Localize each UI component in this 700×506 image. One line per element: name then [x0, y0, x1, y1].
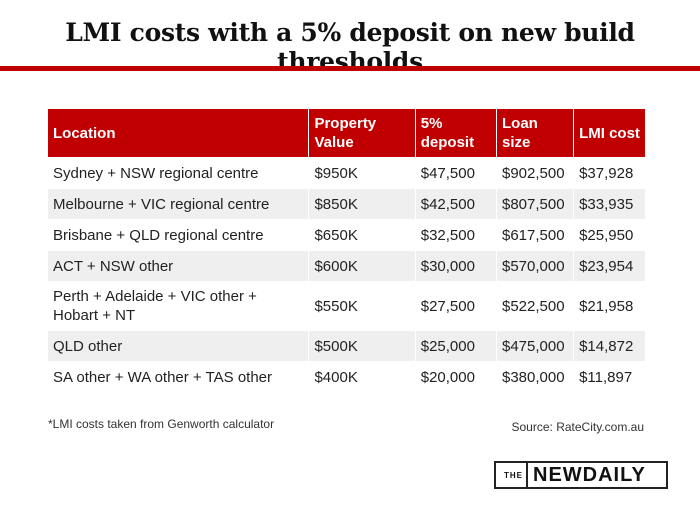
- header-deposit: 5% deposit: [414, 109, 496, 157]
- cell-loan-size: $902,500: [496, 157, 574, 188]
- cell-location: QLD other: [48, 330, 309, 361]
- cell-lmi-cost: $33,935: [573, 188, 645, 219]
- cell-loan-size: $522,500: [496, 281, 574, 330]
- cell-lmi-cost: $25,950: [573, 219, 645, 250]
- cell-property-value: $400K: [308, 361, 415, 392]
- logo-the-text: THE: [504, 470, 523, 480]
- table-row: Melbourne + VIC regional centre $850K $4…: [48, 188, 645, 219]
- logo-divider: [526, 463, 528, 487]
- cell-deposit: $47,500: [414, 157, 496, 188]
- cell-deposit: $30,000: [414, 250, 496, 281]
- cell-loan-size: $475,000: [496, 330, 574, 361]
- cell-loan-size: $807,500: [496, 188, 574, 219]
- cell-property-value: $850K: [308, 188, 415, 219]
- cell-property-value: $550K: [308, 281, 415, 330]
- cell-location: Brisbane + QLD regional centre: [48, 219, 309, 250]
- cell-deposit: $32,500: [414, 219, 496, 250]
- cell-deposit: $20,000: [414, 361, 496, 392]
- cell-lmi-cost: $14,872: [573, 330, 645, 361]
- table-row: Brisbane + QLD regional centre $650K $32…: [48, 219, 645, 250]
- cell-property-value: $500K: [308, 330, 415, 361]
- header-location: Location: [48, 109, 309, 157]
- logo-brand-text: NEWDAILY: [533, 463, 646, 486]
- title-divider: [0, 66, 700, 71]
- cell-property-value: $600K: [308, 250, 415, 281]
- cell-location: Perth + Adelaide + VIC other + Hobart + …: [48, 281, 309, 330]
- cell-lmi-cost: $11,897: [573, 361, 645, 392]
- cell-loan-size: $617,500: [496, 219, 574, 250]
- cell-location: ACT + NSW other: [48, 250, 309, 281]
- cell-lmi-cost: $23,954: [573, 250, 645, 281]
- table-header-row: Location Property Value 5% deposit Loan …: [48, 109, 645, 157]
- table-row: ACT + NSW other $600K $30,000 $570,000 $…: [48, 250, 645, 281]
- page-title: LMI costs with a 5% deposit on new build…: [65, 18, 635, 76]
- cell-deposit: $27,500: [414, 281, 496, 330]
- footnote: *LMI costs taken from Genworth calculato…: [48, 417, 275, 431]
- table-row: QLD other $500K $25,000 $475,000 $14,872: [48, 330, 645, 361]
- header-loan-size: Loan size: [496, 109, 574, 157]
- cell-loan-size: $570,000: [496, 250, 574, 281]
- header-property-value: Property Value: [308, 109, 415, 157]
- cell-location: Sydney + NSW regional centre: [48, 157, 309, 188]
- table-row: Sydney + NSW regional centre $950K $47,5…: [48, 157, 645, 188]
- lmi-table: Location Property Value 5% deposit Loan …: [48, 109, 645, 392]
- cell-location: Melbourne + VIC regional centre: [48, 188, 309, 219]
- cell-deposit: $25,000: [414, 330, 496, 361]
- cell-property-value: $650K: [308, 219, 415, 250]
- table-row: SA other + WA other + TAS other $400K $2…: [48, 361, 645, 392]
- cell-property-value: $950K: [308, 157, 415, 188]
- cell-loan-size: $380,000: [496, 361, 574, 392]
- cell-deposit: $42,500: [414, 188, 496, 219]
- cell-lmi-cost: $21,958: [573, 281, 645, 330]
- source-credit: Source: RateCity.com.au: [511, 420, 645, 434]
- header-lmi-cost: LMI cost: [573, 109, 645, 157]
- newdaily-logo: THE NEWDAILY: [494, 461, 668, 489]
- cell-location: SA other + WA other + TAS other: [48, 361, 309, 392]
- cell-lmi-cost: $37,928: [573, 157, 645, 188]
- table-row: Perth + Adelaide + VIC other + Hobart + …: [48, 281, 645, 330]
